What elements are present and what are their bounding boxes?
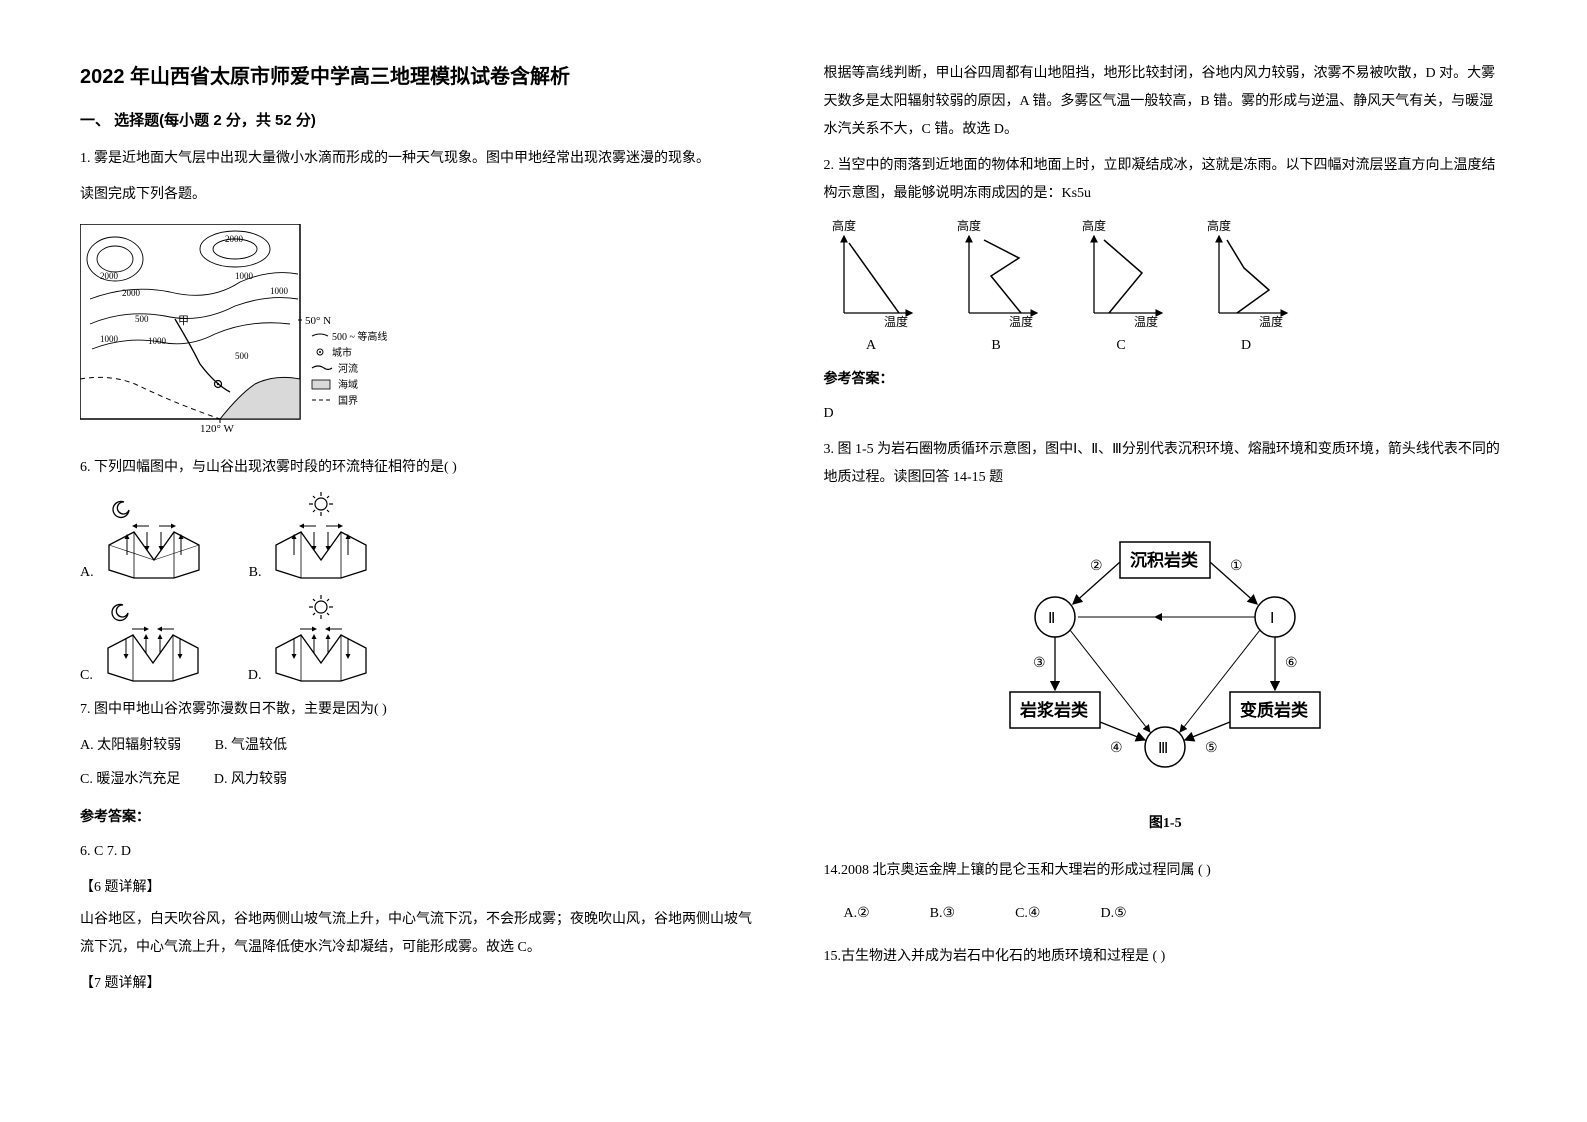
axis-y: 高度 — [1207, 218, 1231, 233]
section-heading: 一、 选择题(每小题 2 分，共 52 分) — [80, 109, 764, 130]
chart-label-b: B — [949, 338, 1044, 354]
exp6-text: 山谷地区，白天吹谷风，谷地两侧山坡气流上升，中心气流下沉，不会形成雾；夜晚吹山风… — [80, 906, 764, 962]
legend-river: 河流 — [338, 362, 358, 375]
option-row-ab: A. B. — [80, 490, 764, 585]
contour-label: 1000 — [100, 334, 119, 344]
q2-answer: D — [824, 400, 1508, 428]
q1-stem-1: 1. 雾是近地面大气层中出现大量微小水滴而形成的一种天气现象。图中甲地经常出现浓… — [80, 145, 764, 173]
contour-label: 2000 — [122, 288, 141, 298]
valley-diagram-a — [99, 490, 209, 585]
exp6-label: 【6 题详解】 — [80, 874, 764, 902]
chart-d: 高度 温度 D — [1199, 218, 1294, 354]
q7-opt-a: A. 太阳辐射较弱 — [80, 738, 181, 753]
valley-diagram-d — [266, 593, 376, 688]
axis-y: 高度 — [957, 218, 981, 233]
arrow-2: ② — [1090, 559, 1103, 574]
contour-label: 500 — [135, 314, 149, 324]
node-sedimentary: 沉积岩类 — [1130, 550, 1199, 570]
q14-opt-b: B.③ — [930, 900, 955, 928]
axis-y: 高度 — [832, 218, 856, 233]
temperature-charts: 高度 温度 A 高度 温度 B 高度 — [824, 218, 1508, 354]
q14-opt-d: D.⑤ — [1100, 900, 1126, 928]
contour-label: 2000 — [100, 271, 119, 281]
axis-x: 温度 — [1259, 314, 1283, 328]
valley-diagram-b — [266, 490, 376, 585]
q1-stem-2: 读图完成下列各题。 — [80, 181, 764, 209]
axis-x: 温度 — [884, 314, 908, 328]
chart-label-c: C — [1074, 338, 1169, 354]
env-3: Ⅲ — [1158, 741, 1168, 757]
arrow-1: ① — [1230, 559, 1243, 574]
option-a-label: A. — [80, 560, 94, 585]
q2-stem: 2. 当空中的雨落到近地面的物体和地面上时，立即凝结成冰，这就是冻雨。以下四幅对… — [824, 152, 1508, 208]
q6-stem: 6. 下列四幅图中，与山谷出现浓雾时段的环流特征相符的是( ) — [80, 454, 764, 482]
q7-opt-c: C. 暖湿水汽充足 — [80, 772, 180, 787]
exp7-label: 【7 题详解】 — [80, 970, 764, 998]
chart-label-d: D — [1199, 338, 1294, 354]
right-column: 根据等高线判断，甲山谷四周都有山地阻挡，地形比较封闭，谷地内风力较弱，浓雾不易被… — [794, 60, 1538, 1092]
figure-caption: 图1-5 — [824, 812, 1508, 832]
answer-label: 参考答案： — [80, 802, 764, 830]
legend-contour: 500 ~ 等高线 — [332, 330, 387, 343]
axis-x: 温度 — [1009, 314, 1033, 328]
chart-c: 高度 温度 C — [1074, 218, 1169, 354]
env-2: Ⅱ — [1048, 611, 1055, 627]
arrow-6: ⑥ — [1285, 656, 1298, 671]
q7-options-ab: A. 太阳辐射较弱 B. 气温较低 — [80, 732, 764, 760]
longitude-label: 120° W — [200, 423, 234, 434]
env-1: Ⅰ — [1270, 611, 1274, 627]
q3-stem: 3. 图 1-5 为岩石圈物质循环示意图，图中Ⅰ、Ⅱ、Ⅲ分别代表沉积环境、熔融环… — [824, 436, 1508, 492]
q14-stem: 14.2008 北京奥运金牌上镶的昆仑玉和大理岩的形成过程同属 ( ) — [824, 857, 1508, 885]
arrow-5: ⑤ — [1205, 741, 1218, 756]
q7-options-cd: C. 暖湿水汽充足 D. 风力较弱 — [80, 766, 764, 794]
chart-label-a: A — [824, 338, 919, 354]
exam-title: 2022 年山西省太原市师爱中学高三地理模拟试卷含解析 — [80, 60, 764, 89]
left-column: 2022 年山西省太原市师爱中学高三地理模拟试卷含解析 一、 选择题(每小题 2… — [50, 60, 794, 1092]
axis-y: 高度 — [1082, 218, 1106, 233]
chart-a: 高度 温度 A — [824, 218, 919, 354]
node-metamorphic: 变质岩类 — [1240, 700, 1309, 720]
option-d-label: D. — [248, 663, 262, 688]
contour-label: 2000 — [225, 234, 244, 244]
q14-options: A.② B.③ C.④ D.⑤ — [844, 900, 1508, 928]
exp7-text: 根据等高线判断，甲山谷四周都有山地阻挡，地形比较封闭，谷地内风力较弱，浓雾不易被… — [824, 60, 1508, 144]
contour-map: 2000 2000 2000 1000 1000 500 1000 1000 5… — [80, 224, 764, 439]
option-b-label: B. — [249, 560, 262, 585]
q14-opt-a: A.② — [844, 900, 870, 928]
q7-opt-d: D. 风力较弱 — [214, 772, 287, 787]
axis-x: 温度 — [1134, 314, 1158, 328]
latitude-label: 50° N — [305, 315, 331, 327]
q7-opt-b: B. 气温较低 — [215, 738, 287, 753]
rock-cycle-diagram: 沉积岩类 岩浆岩类 变质岩类 Ⅱ Ⅰ Ⅲ ② ① ③ ⑥ ④ ⑤ — [955, 522, 1375, 792]
contour-label: 1000 — [270, 286, 289, 296]
q2-answer-label: 参考答案： — [824, 364, 1508, 392]
arrow-4: ④ — [1110, 741, 1123, 756]
legend-border: 国界 — [338, 395, 358, 407]
location-marker: 甲 — [178, 315, 189, 327]
contour-label: 1000 — [148, 336, 167, 346]
legend-city: 城市 — [332, 346, 352, 359]
q1-answers: 6. C 7. D — [80, 838, 764, 866]
option-row-cd: C. D. — [80, 593, 764, 688]
legend-sea: 海域 — [338, 378, 358, 391]
node-igneous: 岩浆岩类 — [1019, 700, 1089, 720]
valley-diagram-c — [98, 593, 208, 688]
option-c-label: C. — [80, 663, 93, 688]
chart-b: 高度 温度 B — [949, 218, 1044, 354]
q15-stem: 15.古生物进入并成为岩石中化石的地质环境和过程是 ( ) — [824, 943, 1508, 971]
q7-stem: 7. 图中甲地山谷浓雾弥漫数日不散，主要是因为( ) — [80, 696, 764, 724]
contour-label: 500 — [235, 351, 249, 361]
q14-opt-c: C.④ — [1015, 900, 1040, 928]
arrow-3: ③ — [1033, 656, 1046, 671]
contour-label: 1000 — [235, 271, 254, 281]
